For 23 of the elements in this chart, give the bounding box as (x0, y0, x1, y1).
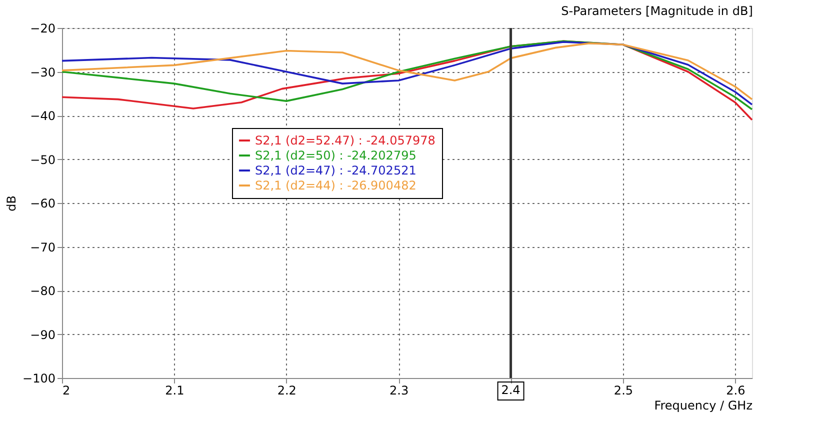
legend-label: S2,1 (d2=44) : -26.900482 (255, 178, 416, 192)
legend-label: S2,1 (d2=52.47) : -24.057978 (255, 134, 436, 148)
x-tick-label: 2.1 (165, 384, 184, 398)
y-tick-label: −50 (30, 152, 56, 167)
legend-label: S2,1 (d2=50) : -24.202795 (255, 148, 416, 162)
ref-line-label: 2.4 (501, 383, 520, 397)
y-tick-label: −60 (30, 196, 56, 210)
y-tick-label: −90 (30, 328, 56, 342)
y-tick-label: −70 (30, 240, 56, 254)
y-tick-label: −100 (22, 372, 56, 386)
chart-title: S-Parameters [Magnitude in dB] (561, 4, 753, 18)
x-axis-title: Frequency / GHz (654, 398, 752, 412)
x-tick-label: 2 (62, 384, 70, 398)
y-axis-title: dB (4, 196, 19, 212)
y-tick-label: −80 (30, 284, 56, 298)
y-tick-label: −30 (30, 65, 56, 80)
x-tick-label: 2.6 (726, 384, 746, 398)
legend-label: S2,1 (d2=47) : -24.702521 (255, 164, 416, 178)
x-tick-label: 2.5 (614, 384, 634, 398)
y-tick-label: −20 (30, 22, 56, 36)
x-tick-label: 2.2 (277, 384, 296, 398)
y-tick-label: −40 (30, 109, 56, 123)
x-tick-label: 2.3 (390, 384, 409, 398)
